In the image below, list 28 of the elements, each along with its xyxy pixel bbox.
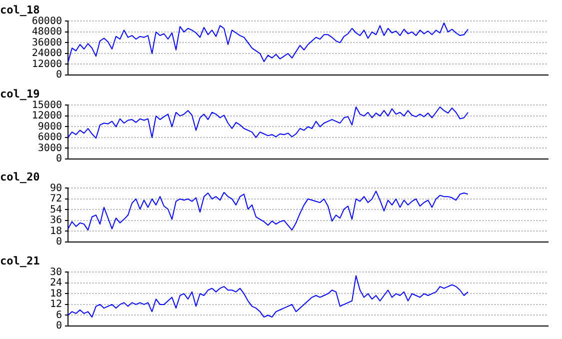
y-tick-label: 0 (56, 70, 62, 81)
y-tick-label: 24000 (32, 48, 62, 60)
y-tick-label: 36000 (32, 37, 62, 48)
y-tick-label: 6000 (38, 132, 62, 144)
y-tick-label: 12000 (32, 58, 62, 70)
y-tick-label: 36 (50, 215, 62, 226)
y-tick-label: 0 (56, 320, 62, 332)
y-tick-label: 18 (50, 226, 62, 237)
y-tick-label: 54 (50, 204, 62, 216)
y-tick-label: 9000 (38, 121, 62, 132)
y-tick-label: 12 (50, 299, 62, 310)
y-tick-label: 0 (56, 236, 62, 248)
chart-title: col_19 (0, 87, 40, 100)
y-tick-label: 30 (50, 266, 62, 278)
y-tick-label: 72 (50, 194, 62, 205)
chart-title: col_20 (0, 170, 40, 184)
y-tick-label: 6 (56, 310, 62, 321)
y-tick-label: 18 (50, 288, 62, 300)
y-tick-label: 3000 (38, 142, 62, 154)
y-tick-label: 60000 (32, 16, 62, 27)
y-tick-label: 12000 (32, 110, 62, 122)
chart-title: col_18 (0, 3, 40, 16)
y-tick-label: 24 (50, 278, 62, 289)
y-tick-label: 15000 (32, 100, 62, 111)
chart-title: col_21 (0, 254, 40, 268)
y-tick-label: 0 (56, 154, 62, 165)
y-tick-label: 48000 (32, 26, 62, 38)
y-tick-label: 90 (50, 182, 62, 194)
